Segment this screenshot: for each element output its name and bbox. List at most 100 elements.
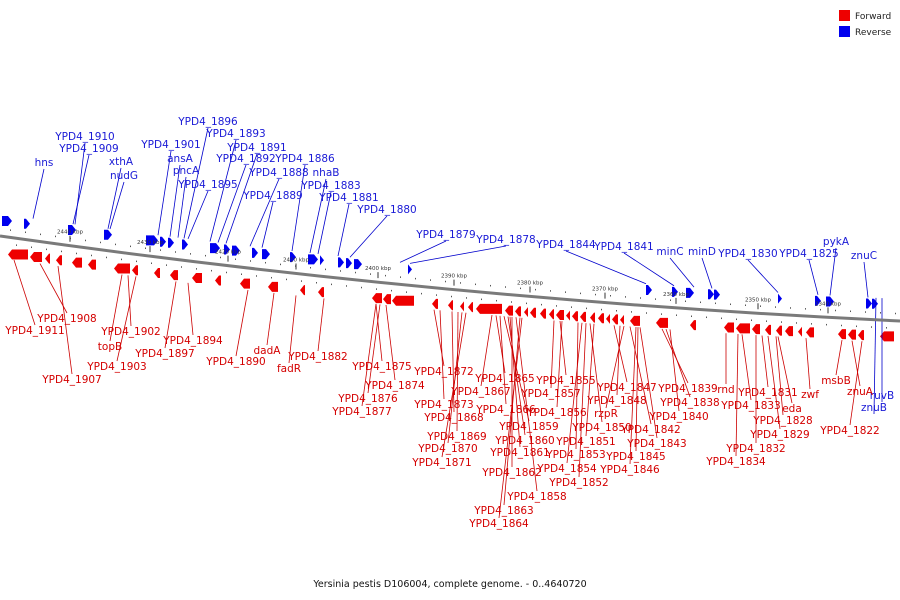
reverse-gene-label[interactable]: YPD4_1886 xyxy=(274,153,335,165)
forward-gene-arrow[interactable] xyxy=(372,293,382,304)
reverse-gene-arrow[interactable] xyxy=(872,298,878,309)
forward-gene-arrow[interactable] xyxy=(72,257,82,268)
forward-gene-arrow[interactable] xyxy=(170,270,178,281)
reverse-gene-label[interactable]: nudG xyxy=(110,170,138,182)
forward-gene-arrow[interactable] xyxy=(460,301,464,312)
forward-gene-arrow[interactable] xyxy=(656,317,668,328)
forward-gene-label[interactable]: YPD4_1877 xyxy=(331,406,391,418)
forward-gene-label[interactable]: YPD4_1861 xyxy=(489,447,549,459)
forward-gene-label[interactable]: YPD4_1847 xyxy=(596,382,656,394)
forward-gene-label[interactable]: YPD4_1857 xyxy=(520,388,580,400)
forward-gene-arrow[interactable] xyxy=(530,307,536,318)
forward-gene-arrow[interactable] xyxy=(476,303,502,314)
reverse-gene-arrow[interactable] xyxy=(320,255,324,266)
reverse-gene-arrow[interactable] xyxy=(104,229,112,240)
forward-gene-arrow[interactable] xyxy=(154,268,160,279)
forward-gene-label[interactable]: YPD4_1846 xyxy=(599,464,660,476)
forward-gene-label[interactable]: YPD4_1828 xyxy=(752,415,812,427)
forward-gene-arrow[interactable] xyxy=(785,326,793,337)
forward-gene-arrow[interactable] xyxy=(620,314,624,325)
forward-gene-label[interactable]: YPD4_1854 xyxy=(536,463,597,475)
reverse-gene-label[interactable]: YPD4_1893 xyxy=(205,128,265,140)
reverse-gene-arrow[interactable] xyxy=(308,254,318,265)
reverse-gene-label[interactable]: YPD4_1841 xyxy=(593,241,653,253)
forward-gene-arrow[interactable] xyxy=(612,314,618,325)
forward-gene-arrow[interactable] xyxy=(606,313,610,324)
forward-gene-label[interactable]: YPD4_1872 xyxy=(413,366,473,378)
forward-gene-label[interactable]: zwf xyxy=(801,389,819,401)
reverse-gene-arrow[interactable] xyxy=(24,218,30,229)
reverse-gene-label[interactable]: YPD4_1901 xyxy=(140,139,200,151)
forward-gene-arrow[interactable] xyxy=(838,329,846,340)
forward-gene-label[interactable]: YPD4_1863 xyxy=(473,505,533,517)
reverse-gene-arrow[interactable] xyxy=(338,257,344,268)
reverse-gene-arrow[interactable] xyxy=(354,259,362,270)
forward-gene-arrow[interactable] xyxy=(724,322,734,333)
forward-gene-label[interactable]: YPD4_1875 xyxy=(351,361,411,373)
reverse-gene-arrow[interactable] xyxy=(646,284,652,295)
forward-gene-arrow[interactable] xyxy=(56,255,62,266)
forward-gene-arrow[interactable] xyxy=(736,323,750,334)
forward-gene-arrow[interactable] xyxy=(880,331,894,342)
reverse-gene-label[interactable]: znuC xyxy=(851,250,877,262)
reverse-gene-arrow[interactable] xyxy=(815,295,821,306)
reverse-gene-label[interactable]: YPD4_1879 xyxy=(415,229,475,241)
forward-gene-label[interactable]: YPD4_1902 xyxy=(100,326,160,338)
reverse-gene-arrow[interactable] xyxy=(672,286,678,297)
forward-gene-arrow[interactable] xyxy=(88,259,96,270)
forward-gene-arrow[interactable] xyxy=(318,287,324,298)
forward-gene-label[interactable]: YPD4_1856 xyxy=(526,407,587,419)
reverse-gene-arrow[interactable] xyxy=(68,224,76,235)
forward-gene-label[interactable]: rzpR xyxy=(594,408,618,420)
reverse-gene-label[interactable]: minD xyxy=(688,246,716,258)
forward-gene-arrow[interactable] xyxy=(572,311,578,322)
forward-gene-arrow[interactable] xyxy=(590,312,595,323)
forward-gene-arrow[interactable] xyxy=(8,249,28,260)
forward-gene-label[interactable]: YPD4_1871 xyxy=(411,457,471,469)
forward-gene-arrow[interactable] xyxy=(448,300,453,311)
reverse-gene-arrow[interactable] xyxy=(232,245,240,256)
forward-gene-arrow[interactable] xyxy=(268,281,278,292)
forward-gene-label[interactable]: YPD4_1843 xyxy=(626,438,686,450)
reverse-gene-arrow[interactable] xyxy=(2,215,12,226)
forward-gene-arrow[interactable] xyxy=(114,263,130,274)
reverse-gene-arrow[interactable] xyxy=(224,244,230,255)
forward-gene-arrow[interactable] xyxy=(566,310,570,321)
forward-gene-label[interactable]: YPD4_1829 xyxy=(749,429,809,441)
reverse-gene-label[interactable]: ansA xyxy=(167,153,194,165)
forward-gene-arrow[interactable] xyxy=(383,294,391,305)
forward-gene-label[interactable]: YPD4_1833 xyxy=(720,400,780,412)
forward-gene-arrow[interactable] xyxy=(432,298,438,309)
reverse-gene-label[interactable]: hns xyxy=(35,157,54,169)
forward-gene-arrow[interactable] xyxy=(752,324,760,335)
forward-gene-arrow[interactable] xyxy=(300,285,305,296)
reverse-gene-arrow[interactable] xyxy=(262,249,270,260)
forward-gene-label[interactable]: YPD4_1858 xyxy=(506,491,566,503)
forward-gene-label[interactable]: YPD4_1874 xyxy=(364,380,425,392)
forward-gene-label[interactable]: YPD4_1831 xyxy=(737,387,797,399)
forward-gene-label[interactable]: YPD4_1911 xyxy=(4,325,64,337)
forward-gene-label[interactable]: YPD4_1851 xyxy=(555,436,615,448)
forward-gene-label[interactable]: YPD4_1839 xyxy=(657,383,717,395)
reverse-gene-label[interactable]: znuB xyxy=(861,402,887,414)
forward-gene-arrow[interactable] xyxy=(192,272,202,283)
reverse-gene-label[interactable]: pncA xyxy=(173,165,200,177)
forward-gene-label[interactable]: YPD4_1834 xyxy=(705,456,766,468)
forward-gene-label[interactable]: YPD4_1873 xyxy=(413,399,473,411)
reverse-gene-label[interactable]: YPD4_1825 xyxy=(778,248,838,260)
reverse-gene-label[interactable]: YPD4_1909 xyxy=(58,143,118,155)
reverse-gene-label[interactable]: YPD4_1888 xyxy=(248,167,308,179)
reverse-gene-label[interactable]: ruvB xyxy=(870,390,894,402)
forward-gene-label[interactable]: YPD4_1876 xyxy=(337,393,398,405)
forward-gene-label[interactable]: YPD4_1894 xyxy=(162,335,223,347)
forward-gene-label[interactable]: YPD4_1852 xyxy=(548,477,608,489)
forward-gene-label[interactable]: YPD4_1897 xyxy=(134,348,194,360)
reverse-gene-label[interactable]: YPD4_1910 xyxy=(54,131,114,143)
forward-gene-arrow[interactable] xyxy=(524,307,528,318)
forward-gene-arrow[interactable] xyxy=(540,308,546,319)
forward-gene-arrow[interactable] xyxy=(392,295,414,306)
forward-gene-label[interactable]: YPD4_1822 xyxy=(819,425,879,437)
forward-gene-label[interactable]: YPD4_1838 xyxy=(659,397,719,409)
forward-gene-arrow[interactable] xyxy=(598,313,604,324)
forward-gene-arrow[interactable] xyxy=(765,324,771,335)
